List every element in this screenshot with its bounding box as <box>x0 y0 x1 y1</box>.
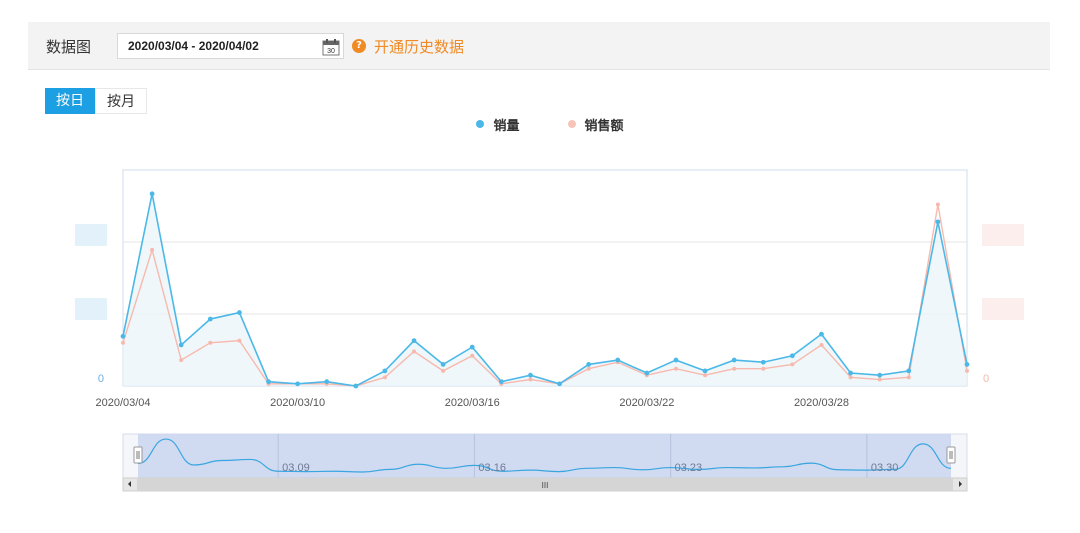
point-sales-volume[interactable] <box>964 362 970 367</box>
point-sales-volume[interactable] <box>120 333 126 339</box>
point-sales-volume[interactable] <box>411 338 417 344</box>
point-sales-volume[interactable] <box>295 381 301 387</box>
point-sales-volume[interactable] <box>382 368 388 374</box>
scroll-right-icon[interactable] <box>959 481 962 487</box>
navigator-labels: 03.09 03.16 03.23 03.30 <box>282 462 898 474</box>
point-sales-amount[interactable] <box>848 375 853 380</box>
x-tick-label: 2020/03/04 <box>95 397 150 409</box>
calendar-icon[interactable]: 30 <box>322 38 340 56</box>
series-line-sales-volume <box>122 193 968 387</box>
point-sales-amount[interactable] <box>673 366 678 371</box>
legend-item-sales-volume[interactable]: 销量 <box>476 114 520 134</box>
point-sales-volume[interactable] <box>237 310 242 315</box>
point-sales-volume[interactable] <box>935 219 941 225</box>
point-sales-volume[interactable] <box>207 316 213 322</box>
point-sales-volume[interactable] <box>760 359 766 365</box>
point-sales-amount[interactable] <box>586 366 591 371</box>
data-chart-label: 数据图 <box>46 38 92 56</box>
x-tick-label: 2020/03/10 <box>270 397 325 409</box>
point-sales-volume[interactable] <box>906 368 912 374</box>
open-history-data-link[interactable]: 开通历史数据 <box>374 38 465 56</box>
navigator-right-handle[interactable] <box>946 446 956 464</box>
point-sales-volume[interactable] <box>178 342 184 348</box>
point-sales-volume[interactable] <box>731 357 737 363</box>
legend-label: 销售额 <box>584 118 624 134</box>
point-sales-amount[interactable] <box>412 349 417 354</box>
help-icon[interactable]: ? <box>352 39 366 53</box>
legend-label: 销量 <box>493 118 520 134</box>
point-sales-amount[interactable] <box>528 377 533 382</box>
point-sales-amount[interactable] <box>382 375 387 380</box>
point-sales-amount[interactable] <box>819 342 824 347</box>
x-tick-label: 2020/03/16 <box>445 397 500 409</box>
point-sales-volume[interactable] <box>498 379 504 385</box>
scroll-left-icon[interactable] <box>128 481 131 487</box>
navigator-date-label: 03.30 <box>871 462 899 474</box>
point-sales-amount[interactable] <box>877 377 882 382</box>
tab-by-day[interactable]: 按日 <box>45 88 95 114</box>
legend-dot-icon <box>567 120 576 128</box>
scrollbar-grip-icon: III <box>542 481 549 490</box>
date-range-input[interactable]: 2020/03/04 - 2020/04/02 <box>117 33 344 59</box>
x-tick-label: 2020/03/22 <box>619 397 674 409</box>
point-sales-volume[interactable] <box>149 191 155 197</box>
point-sales-amount[interactable] <box>237 338 242 343</box>
navigator-date-label: 03.16 <box>478 462 506 474</box>
navigator-date-label: 03.09 <box>282 462 310 474</box>
point-sales-amount[interactable] <box>179 358 184 363</box>
point-sales-volume[interactable] <box>848 370 853 376</box>
calendar-day-text: 30 <box>327 48 335 55</box>
point-sales-volume[interactable] <box>877 372 883 378</box>
point-sales-volume[interactable] <box>469 344 475 350</box>
point-sales-volume[interactable] <box>586 362 592 367</box>
legend-item-sales-amount[interactable]: 销售额 <box>567 114 624 134</box>
point-sales-amount[interactable] <box>150 247 155 252</box>
scrollbar-thumb[interactable] <box>137 478 953 491</box>
navigator-left-handle[interactable] <box>133 446 143 464</box>
series-line-sales-amount <box>122 204 968 387</box>
series-area-sales-volume <box>123 193 967 386</box>
point-sales-volume[interactable] <box>324 379 330 385</box>
point-sales-volume[interactable] <box>819 331 824 337</box>
point-sales-amount[interactable] <box>790 362 795 367</box>
x-tick-label: 2020/03/28 <box>794 397 849 409</box>
right-axis-blur <box>982 224 1024 246</box>
legend-dot-icon <box>476 120 485 128</box>
toolbar: 数据图 2020/03/04 - 2020/04/02 30 ? 开通历史数据 <box>28 22 1050 70</box>
point-sales-amount[interactable] <box>761 366 766 371</box>
left-axis-blur <box>75 298 107 320</box>
point-sales-volume[interactable] <box>557 381 562 387</box>
point-sales-volume[interactable] <box>615 357 621 363</box>
point-sales-amount[interactable] <box>703 373 708 378</box>
chart-legend: 销量 销售额 <box>0 114 1080 134</box>
left-axis-blur <box>75 224 107 246</box>
x-axis-ticks: 2020/03/04 2020/03/10 2020/03/16 2020/03/22… <box>95 397 849 409</box>
point-sales-amount[interactable] <box>965 368 969 373</box>
navigator-date-label: 03.23 <box>675 462 703 474</box>
tab-by-month[interactable]: 按月 <box>95 88 147 114</box>
navigator-series-line <box>137 438 952 473</box>
point-sales-amount[interactable] <box>121 340 125 345</box>
point-sales-volume[interactable] <box>266 379 271 385</box>
point-sales-amount[interactable] <box>441 368 446 373</box>
point-sales-amount[interactable] <box>906 375 911 380</box>
point-sales-volume[interactable] <box>789 353 795 359</box>
point-sales-volume[interactable] <box>644 370 650 376</box>
point-sales-amount[interactable] <box>208 340 213 345</box>
point-sales-amount[interactable] <box>470 353 475 358</box>
point-sales-amount[interactable] <box>935 202 940 207</box>
point-sales-volume[interactable] <box>528 372 533 378</box>
point-sales-volume[interactable] <box>440 362 446 367</box>
point-sales-volume[interactable] <box>353 383 359 389</box>
period-tabs: 按日 按月 <box>45 88 147 114</box>
point-sales-volume[interactable] <box>702 368 708 374</box>
plot-area <box>120 191 970 389</box>
left-axis-zero: 0 <box>98 373 104 385</box>
right-axis-blur <box>982 298 1024 320</box>
right-axis-zero: 0 <box>983 373 989 385</box>
navigator[interactable]: 03.09 03.16 03.23 03.30 III <box>122 433 968 492</box>
point-sales-amount[interactable] <box>732 366 737 371</box>
point-sales-volume[interactable] <box>673 357 679 363</box>
